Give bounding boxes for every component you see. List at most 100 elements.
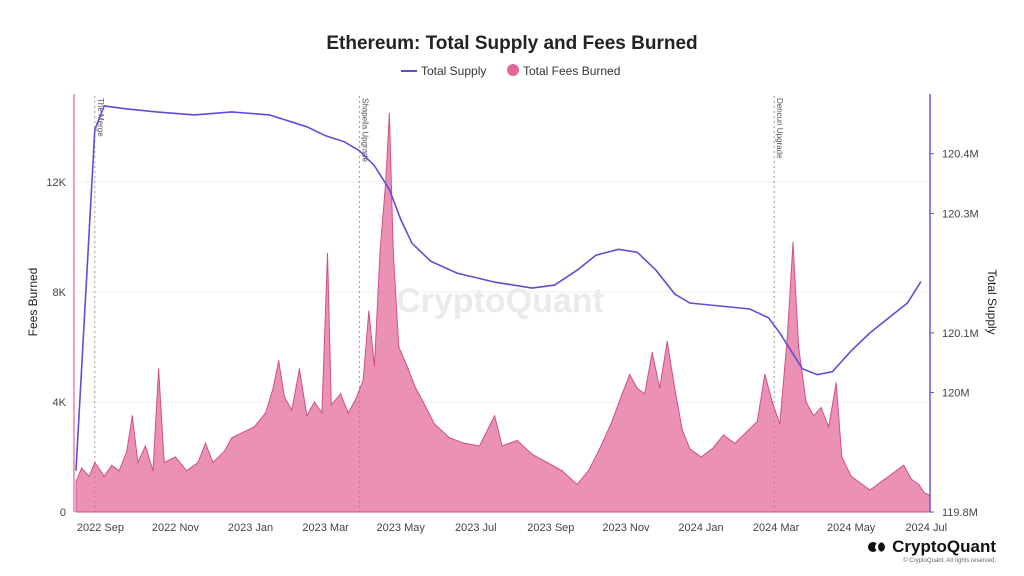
brand-name: CryptoQuant (868, 537, 996, 557)
fees-point (828, 426, 830, 428)
fees-point (891, 472, 894, 475)
fees-point (516, 439, 518, 442)
supply-point (193, 114, 195, 116)
supply-point (816, 374, 819, 376)
fees-point (923, 492, 926, 494)
supply-point (456, 272, 458, 274)
fees-point (711, 448, 713, 450)
fees-point (88, 475, 90, 477)
supply-point (831, 371, 834, 373)
y2-tick-label: 119.8M (942, 507, 978, 519)
fees-point (340, 393, 342, 395)
supply-series (75, 105, 922, 471)
fees-point (137, 461, 139, 464)
supply-point (790, 350, 792, 352)
fees-point (373, 365, 375, 367)
supply-point (576, 269, 578, 271)
fees-point (610, 423, 612, 425)
chart-title: Ethereum: Total Supply and Fees Burned (326, 33, 697, 54)
fees-point (103, 475, 105, 477)
fees-point (144, 445, 146, 447)
fees-point (734, 442, 736, 444)
fees-point (118, 470, 120, 472)
fees-point (861, 483, 864, 486)
fees-point (546, 461, 548, 464)
supply-point (674, 293, 676, 295)
fees-point (587, 470, 590, 472)
brand-name-text: CryptoQuant (892, 537, 996, 556)
x-tick-label: 2024 May (827, 522, 876, 534)
y2-tick-label: 120.4M (942, 149, 979, 161)
fees-point (599, 448, 601, 450)
supply-point (595, 254, 597, 256)
fees-point (355, 398, 357, 400)
fees-point (478, 445, 481, 447)
fees-point (212, 461, 214, 464)
supply-point (767, 317, 770, 319)
fees-point (880, 481, 882, 483)
fees-point (174, 456, 177, 458)
fees-point (415, 387, 417, 389)
fees-point (805, 401, 807, 403)
brand-footer: CryptoQuant © CryptoQuant. All rights re… (868, 537, 996, 564)
supply-point (411, 242, 413, 244)
fees-point (666, 340, 668, 343)
y-tick-label: 8K (53, 287, 67, 299)
fees-point (204, 442, 207, 444)
supply-point (231, 111, 233, 113)
fees-point (265, 412, 267, 414)
fees-point (636, 387, 638, 389)
fees-point (321, 412, 323, 414)
fees-point (651, 351, 653, 354)
supply-point (400, 218, 402, 221)
legend-fees-swatch (507, 64, 519, 76)
fees-point (700, 456, 702, 458)
supply-point (888, 317, 890, 319)
supply-point (906, 302, 909, 304)
fees-point (561, 470, 563, 472)
fees-point (798, 346, 800, 348)
fees-point (869, 489, 871, 491)
x-tick-label: 2024 Mar (753, 522, 800, 534)
fees-point (291, 409, 293, 411)
fees-point (841, 456, 843, 458)
legend-supply-label: Total Supply (421, 64, 486, 78)
fees-point (197, 461, 199, 464)
fees-point (786, 335, 789, 337)
y-tick-label: 0 (60, 507, 66, 519)
x-tick-label: 2023 Jul (455, 522, 497, 534)
fees-point (163, 461, 165, 464)
fees-point (152, 470, 154, 472)
fees-point (903, 464, 905, 466)
brand-copyright: © CryptoQuant. All rights reserved. (903, 558, 996, 564)
supply-point (324, 135, 327, 137)
x-tick-label: 2023 Sep (527, 522, 574, 534)
supply-point (850, 350, 852, 352)
fees-point (398, 346, 400, 348)
fees-point (298, 368, 300, 370)
fees-point (433, 423, 436, 425)
fees-point (242, 431, 244, 433)
y2-tick-label: 120.1M (942, 328, 979, 340)
fees-point (392, 250, 394, 252)
fees-point (689, 448, 691, 450)
fees-point (629, 373, 631, 376)
fees-point (313, 401, 315, 403)
fees-point (850, 475, 852, 477)
fees-point (223, 450, 225, 453)
y2-tick-label: 120.3M (942, 208, 979, 220)
fees-point (576, 483, 578, 486)
fees-point (253, 426, 255, 428)
y-axis-title: Fees Burned (26, 268, 40, 337)
fees-point (771, 401, 773, 403)
fees-point (94, 461, 96, 464)
supply-point (430, 260, 432, 262)
x-tick-label: 2023 Mar (302, 522, 349, 534)
fees-point (621, 393, 623, 395)
fees-point (501, 445, 503, 447)
fees-point (494, 415, 496, 417)
y-tick-label: 12K (46, 177, 66, 189)
supply-point (306, 126, 308, 128)
supply-point (617, 248, 620, 250)
